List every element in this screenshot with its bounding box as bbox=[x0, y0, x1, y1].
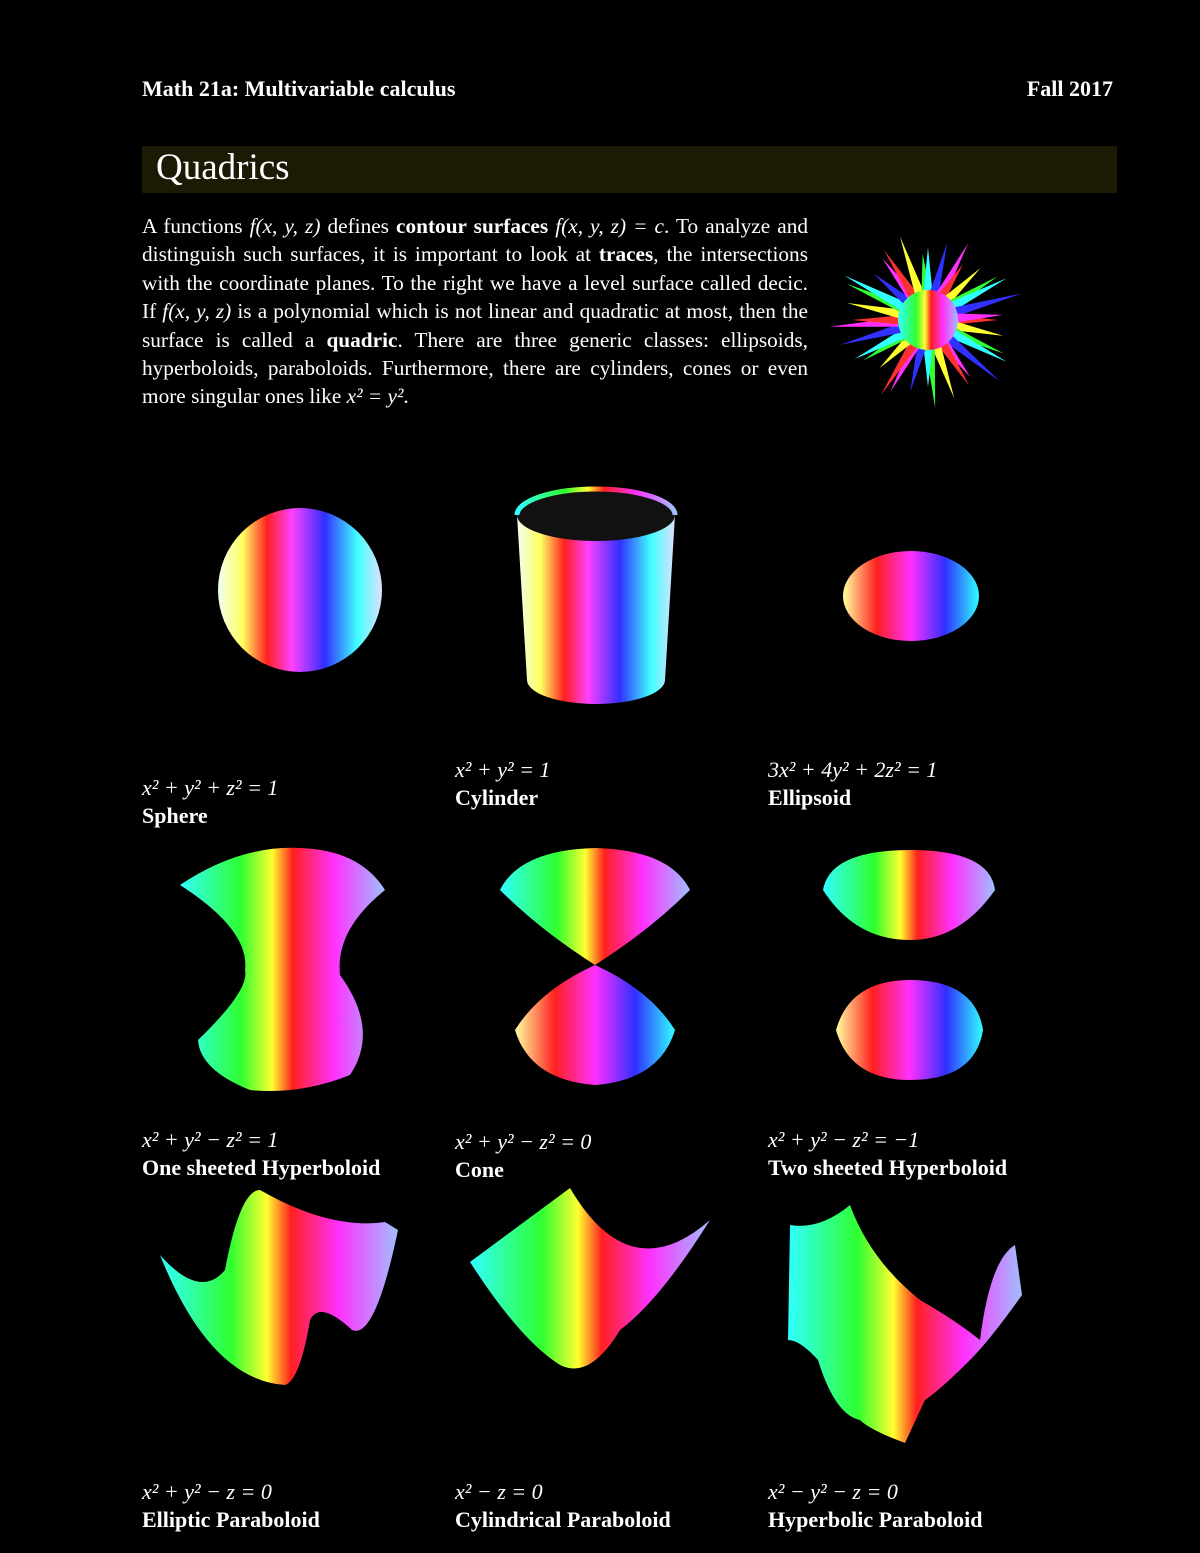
decic-spike bbox=[900, 236, 928, 304]
bold-term: contour surfaces bbox=[396, 214, 549, 238]
cylindrical-paraboloid-image bbox=[470, 1188, 710, 1369]
decic-spike bbox=[881, 334, 923, 395]
decic-spike bbox=[922, 339, 934, 388]
surface-caption: x² + y² = 1 Cylinder bbox=[455, 756, 550, 812]
surface-name: Ellipsoid bbox=[768, 785, 852, 810]
surface-equation: x² + y² − z = 0 bbox=[142, 1479, 272, 1504]
decic-core bbox=[898, 290, 958, 350]
surface-name: Elliptic Paraboloid bbox=[142, 1507, 320, 1532]
decic-spike bbox=[931, 242, 969, 305]
hyperbolic-paraboloid-image bbox=[788, 1205, 1022, 1443]
surface-name: One sheeted Hyperboloid bbox=[142, 1155, 381, 1180]
decic-spike bbox=[942, 325, 1007, 362]
decic-spike bbox=[927, 242, 948, 303]
decic-spike bbox=[910, 337, 929, 392]
cylinder-image bbox=[514, 486, 678, 704]
surface-caption: x² + y² + z² = 1 Sphere bbox=[142, 774, 278, 830]
surface-name: Cylindrical Paraboloid bbox=[455, 1507, 671, 1532]
math-expression: x² = y² bbox=[346, 384, 404, 409]
decic-spike bbox=[938, 329, 1000, 382]
surface-name: Cone bbox=[455, 1157, 504, 1182]
surface-equation: x² + y² − z² = 1 bbox=[142, 1127, 279, 1152]
elliptic-paraboloid-image bbox=[160, 1190, 398, 1385]
text-segment: , the intersections with the coordinate … bbox=[142, 242, 808, 324]
surface-caption: x² + y² − z² = 1 One sheeted Hyperboloid bbox=[142, 1126, 380, 1182]
intro-paragraph: A functions f(x, y, z) defines contour s… bbox=[142, 212, 808, 411]
math-expression: f(x, y, z) bbox=[162, 299, 232, 324]
math-expression: f(x, y, z) bbox=[249, 214, 321, 238]
two-sheeted-hyperboloid-image bbox=[823, 850, 995, 1080]
decic-spike bbox=[922, 247, 934, 301]
one-sheeted-hyperboloid-image bbox=[180, 847, 385, 1091]
surface-equation: x² + y² = 1 bbox=[455, 757, 551, 782]
decic-spike bbox=[928, 336, 955, 399]
surface-name: Sphere bbox=[142, 803, 208, 828]
decic-spike bbox=[846, 284, 913, 317]
section-title-bar: Quadrics bbox=[142, 146, 1117, 193]
surface-equation: x² − y² − z = 0 bbox=[768, 1479, 898, 1504]
text-segment: A functions bbox=[142, 214, 250, 238]
decic-spike bbox=[933, 334, 969, 386]
course-title: Math 21a: Multivariable calculus bbox=[142, 76, 456, 101]
surface-caption: x² + y² − z² = 0 Cone bbox=[455, 1128, 591, 1184]
decic-surface-image bbox=[829, 236, 1022, 409]
math-expression: f(x, y, z) = c bbox=[555, 214, 664, 238]
decic-spike bbox=[942, 278, 1007, 315]
cone-image bbox=[500, 848, 690, 1085]
decic-spike bbox=[890, 335, 925, 393]
decic-spike bbox=[852, 314, 909, 326]
decic-spike bbox=[946, 313, 1003, 324]
surface-caption: x² + y² − z² = −1 Two sheeted Hyperboloid bbox=[768, 1126, 1007, 1182]
surface-equation: x² + y² − z² = 0 bbox=[455, 1129, 592, 1154]
decic-spike bbox=[884, 249, 923, 306]
surface-name: Cylinder bbox=[455, 785, 539, 810]
section-title: Quadrics bbox=[156, 147, 290, 188]
bold-term: traces bbox=[598, 242, 654, 267]
surface-caption: x² + y² − z = 0 Elliptic Paraboloid bbox=[142, 1478, 320, 1534]
decic-spike bbox=[945, 319, 1004, 336]
text-segment: is a polynomial which is not linear and … bbox=[142, 299, 809, 352]
sphere-image bbox=[218, 508, 382, 672]
surface-equation: x² − z = 0 bbox=[455, 1479, 543, 1504]
decic-spike bbox=[843, 275, 914, 315]
text-segment: . bbox=[403, 384, 409, 409]
text-segment: . To analyze and distinguish such surfac… bbox=[142, 214, 809, 267]
ellipsoid-image bbox=[843, 551, 979, 641]
decic-spike bbox=[854, 325, 914, 360]
term-label: Fall 2017 bbox=[1026, 76, 1113, 101]
text-segment: . There are three generic classes: ellip… bbox=[142, 327, 808, 409]
surface-equation: 3x² + 4y² + 2z² = 1 bbox=[768, 757, 938, 782]
surface-caption: 3x² + 4y² + 2z² = 1 Ellipsoid bbox=[768, 756, 937, 812]
decic-spike bbox=[944, 293, 1022, 320]
surface-equation: x² + y² − z² = −1 bbox=[768, 1127, 920, 1152]
surface-name: Hyperbolic Paraboloid bbox=[768, 1507, 983, 1532]
surface-caption: x² − z = 0 Cylindrical Paraboloid bbox=[455, 1478, 671, 1534]
decic-spike bbox=[847, 302, 911, 321]
surface-caption: x² − y² − z = 0 Hyperbolic Paraboloid bbox=[768, 1478, 983, 1534]
surface-name: Two sheeted Hyperboloid bbox=[768, 1155, 1008, 1180]
surface-equation: x² + y² + z² = 1 bbox=[142, 775, 279, 800]
decic-spike bbox=[943, 323, 1004, 354]
text-segment: defines bbox=[320, 214, 397, 238]
bold-term: quadric bbox=[326, 327, 398, 352]
